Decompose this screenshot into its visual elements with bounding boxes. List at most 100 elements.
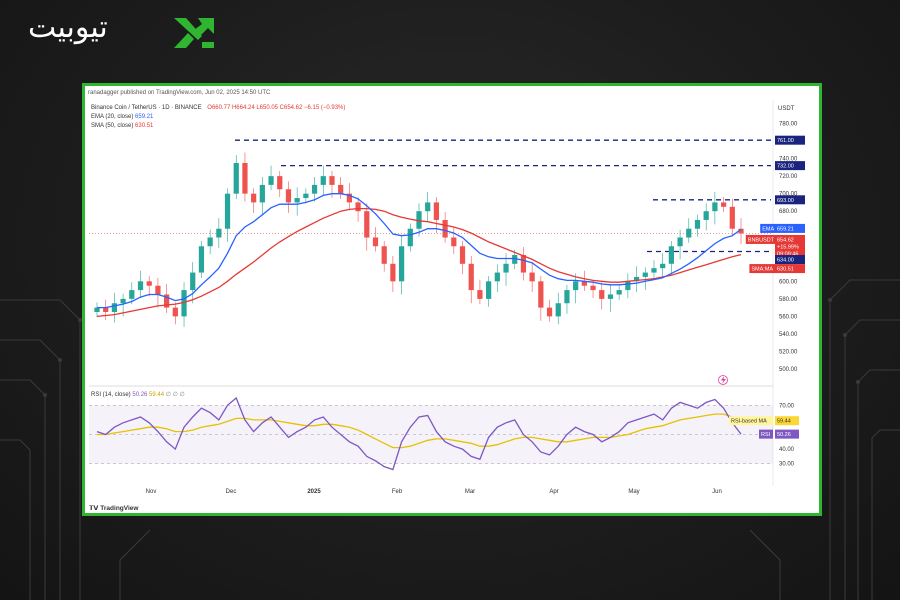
time-axis-label: 2025: [307, 489, 321, 495]
rsi-tag-label: RSI: [761, 432, 771, 438]
candle-body: [329, 176, 335, 185]
candle-body: [512, 255, 518, 264]
price-tag-value: 09:09:46: [777, 251, 798, 257]
sma-50-line: [96, 207, 742, 318]
candle-body: [198, 246, 205, 273]
candle-body: [155, 285, 161, 295]
candle-body: [146, 281, 152, 286]
candle-body: [355, 202, 361, 212]
legend-ema: EMA (20, close) 659.21: [91, 114, 153, 120]
rsi-tick-label: 30.00: [779, 462, 795, 468]
time-axis-label: Nov: [146, 489, 157, 495]
price-tag-label-bg: [745, 234, 775, 244]
currency-label: USDT: [778, 106, 795, 112]
candle-body: [311, 184, 318, 194]
candle-body: [573, 281, 579, 291]
time-axis-label: Jun: [712, 489, 722, 495]
rsi-line: [96, 396, 742, 471]
candle-body: [477, 290, 483, 299]
candle-body: [625, 281, 631, 291]
price-tag-bg: [775, 264, 805, 274]
price-tick-label: 540.00: [779, 332, 798, 338]
publisher-line: ranadagger published on TradingView.com,…: [88, 90, 271, 96]
price-tick-label: 500.00: [779, 367, 798, 373]
candle-body: [259, 184, 265, 203]
candle-body: [338, 184, 344, 194]
legend-pair-name: Binance Coin / TetherUS · 1D · BINANCE: [91, 105, 202, 111]
candle-body: [111, 303, 118, 313]
candle-body: [468, 263, 474, 291]
candle-body: [425, 202, 431, 212]
candle-body: [503, 263, 509, 273]
rsi-tag-bg: [775, 429, 799, 439]
rsi-ma-tag-value: 59.44: [777, 419, 791, 425]
candle-body: [207, 237, 213, 247]
time-axis-label: May: [628, 489, 639, 495]
candle-body: [599, 290, 605, 299]
price-tick-label: 740.00: [779, 157, 798, 163]
candle-body: [233, 162, 239, 194]
candle-body: [459, 246, 466, 264]
candle-body: [677, 237, 683, 247]
price-tick-label: 600.00: [779, 279, 798, 285]
candle-body: [190, 272, 196, 291]
candle-body: [390, 263, 396, 282]
tradingview-footer: 𝗧𝗩 TradingView: [89, 504, 138, 512]
candle-body: [616, 290, 622, 295]
candle-body: [581, 281, 587, 286]
price-tick-label: 680.00: [779, 209, 798, 215]
candle-body: [372, 237, 379, 247]
legend-rsi: RSI (14, close) 50.26 59.44 ∅ ∅ ∅: [91, 391, 185, 398]
candle-body: [120, 298, 126, 304]
price-tag-bg: [775, 223, 805, 233]
price-tick-label: 700.00: [779, 192, 798, 198]
ema-20-line: [97, 193, 742, 309]
price-chart[interactable]: 780.00760.00740.00720.00700.00680.00660.…: [85, 86, 819, 513]
legend-rsi-extra: ∅ ∅ ∅: [165, 392, 185, 398]
candle-body: [686, 228, 692, 238]
candle-body: [433, 202, 440, 220]
candle-body: [651, 268, 657, 273]
candle-body: [442, 219, 448, 238]
price-tag-label: SMA:MA: [751, 267, 773, 273]
price-tag-bg: [775, 248, 805, 258]
candle-body: [242, 162, 248, 194]
candle-body: [538, 281, 544, 308]
price-tag-bg: [775, 135, 805, 145]
candle-body: [633, 276, 640, 282]
price-tick-label: 780.00: [779, 122, 798, 128]
price-tag-bg: [775, 255, 805, 265]
legend-pair: Binance Coin / TetherUS · 1D · BINANCE O…: [91, 105, 345, 111]
price-tag-value: 659.21: [777, 226, 794, 232]
price-tick-label: 580.00: [779, 297, 798, 303]
legend-ema-label: EMA (20, close): [91, 114, 134, 120]
price-tag-bg: [775, 161, 805, 171]
alert-bolt-icon: [718, 375, 728, 385]
price-tick-label: 560.00: [779, 314, 798, 320]
legend-ohlc: O660.77 H664.24 L650.05 C654.62 −6.15 (−…: [207, 105, 346, 111]
candle-body: [268, 176, 274, 185]
candle-body: [494, 272, 500, 282]
candle-body: [303, 193, 309, 199]
candle-body: [103, 307, 109, 313]
price-tag-label-bg: [749, 264, 775, 274]
candle-body: [712, 202, 718, 212]
rsi-tick-label: 70.00: [779, 403, 795, 409]
candle-body: [381, 246, 387, 264]
candle-body: [738, 228, 744, 234]
price-tick-label: 520.00: [779, 349, 798, 355]
candle-body: [164, 294, 170, 308]
candle-body: [590, 285, 596, 291]
candle-body: [694, 219, 701, 229]
rsi-ma-tag-label-bg: [729, 416, 773, 426]
rsi-ma-tag-label: RSI-based MA: [731, 419, 767, 425]
price-tag-value: 654.62: [777, 237, 794, 243]
time-axis-label: Apr: [549, 489, 558, 495]
candle-body: [346, 193, 352, 203]
price-tag-value: 761.00: [777, 138, 794, 144]
x-arrows-icon: [174, 18, 214, 48]
price-tick-label: 720.00: [779, 174, 798, 180]
price-tag-bg: [775, 241, 805, 251]
price-tag-bg: [775, 195, 805, 205]
